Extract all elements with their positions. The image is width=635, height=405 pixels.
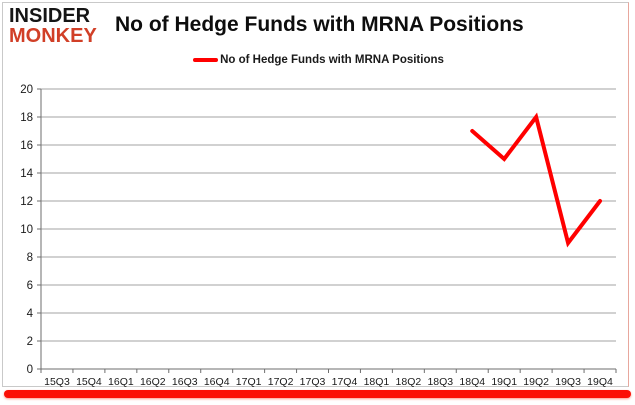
y-tick-label: 8 [27, 252, 33, 264]
x-tick-label: 16Q4 [204, 376, 230, 388]
legend-line-swatch [193, 58, 219, 62]
x-tick-label: 18Q4 [459, 376, 485, 388]
x-tick-label: 16Q1 [108, 376, 134, 388]
y-tick-label: 14 [20, 168, 33, 180]
insider-monkey-logo: INSIDER MONKEY [9, 5, 115, 48]
x-tick-label: 17Q1 [236, 376, 262, 388]
y-tick-label: 16 [20, 140, 33, 152]
legend-label: No of Hedge Funds with MRNA Positions [220, 54, 444, 66]
y-tick-label: 0 [27, 364, 33, 376]
y-tick-label: 2 [27, 336, 33, 348]
y-tick-label: 4 [27, 308, 34, 320]
x-tick-label: 18Q2 [396, 376, 422, 388]
data-line-series [470, 112, 603, 248]
logo-text-monkey: MONKEY [9, 25, 97, 48]
y-tick-label: 12 [20, 196, 33, 208]
legend: No of Hedge Funds with MRNA Positions [3, 54, 634, 66]
x-tick-label: 18Q1 [364, 376, 390, 388]
header: INSIDER MONKEY No of Hedge Funds with MR… [9, 5, 524, 48]
y-tick-label: 6 [27, 280, 33, 292]
chart-title: No of Hedge Funds with MRNA Positions [115, 13, 524, 36]
y-tick-label: 20 [20, 84, 33, 96]
bottom-red-bar [4, 390, 631, 398]
x-tick-label: 17Q3 [300, 376, 326, 388]
x-tick-label: 18Q3 [427, 376, 453, 388]
plot-area: 0 2 4 6 8 10 12 14 16 18 20 15Q3 15Q4 16Q1 16Q2 16Q3 16Q… [20, 84, 617, 388]
x-tick-label: 15Q4 [76, 376, 102, 388]
x-tick-label: 19Q3 [555, 376, 581, 388]
x-tick-label: 17Q2 [268, 376, 294, 388]
x-tick-label: 17Q4 [332, 376, 358, 388]
x-tick-label: 19Q1 [491, 376, 517, 388]
x-tick-label: 15Q3 [44, 376, 70, 388]
y-tick-label: 18 [20, 112, 33, 124]
chart-panel: INSIDER MONKEY No of Hedge Funds with MR… [2, 2, 629, 388]
x-tick-label: 16Q3 [172, 376, 198, 388]
x-tick-label: 19Q4 [587, 376, 613, 388]
x-tick-label: 16Q2 [140, 376, 166, 388]
logo-text-insider: INSIDER [9, 5, 91, 27]
x-tick-label: 19Q2 [523, 376, 549, 388]
y-tick-label: 10 [20, 224, 33, 236]
